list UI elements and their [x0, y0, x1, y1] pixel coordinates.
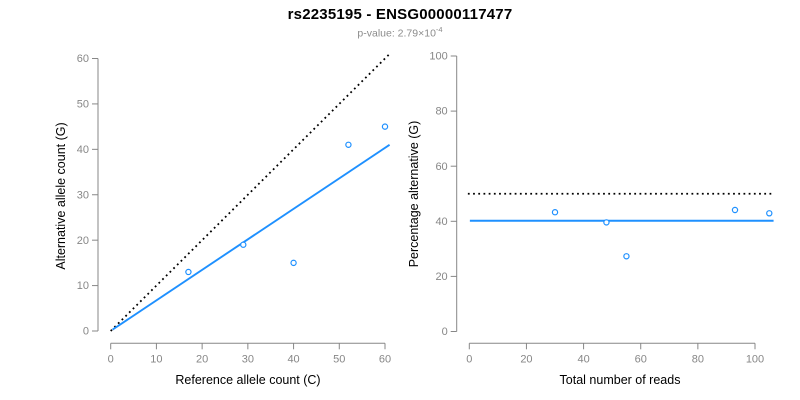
x-tick-label: 40: [287, 353, 299, 365]
y-tick-label: 30: [77, 189, 89, 201]
x-tick-label: 30: [242, 353, 254, 365]
x-tick-label: 0: [466, 353, 472, 365]
y-tick-label: 0: [83, 326, 89, 338]
x-tick-label: 20: [196, 353, 208, 365]
y-tick-label: 40: [435, 216, 447, 228]
p-value-exponent: -4: [435, 25, 443, 34]
y-tick-label: 40: [77, 144, 89, 156]
x-tick-label: 0: [108, 353, 114, 365]
x-tick-label: 50: [333, 353, 345, 365]
y-tick-label: 60: [77, 53, 89, 65]
y-tick-label: 20: [435, 271, 447, 283]
data-point: [766, 210, 773, 217]
x-axis-label-left: Reference allele count (C): [175, 373, 321, 387]
data-point: [240, 241, 247, 248]
data-point: [345, 141, 352, 148]
y-tick-label: 20: [77, 235, 89, 247]
data-point: [731, 206, 739, 214]
y-tick-label: 100: [429, 51, 447, 63]
y-tick-label: 50: [77, 99, 89, 111]
x-tick-label: 40: [577, 353, 589, 365]
x-tick-label: 60: [635, 353, 647, 365]
percentage-plot: 0 20 40 60 80 100 0 20 40 60 80 100: [429, 51, 774, 365]
p-value-text: p-value: 2.79×10: [357, 27, 436, 40]
fit-line: [112, 144, 391, 331]
x-tick-label: 60: [379, 353, 391, 365]
x-tick-label: 10: [150, 353, 162, 365]
y-axis-label-right: Percentage alternative (G): [407, 120, 421, 268]
x-tick-label: 100: [746, 353, 764, 365]
x-tick-label: 20: [520, 353, 532, 365]
y-tick-label: 80: [435, 106, 447, 118]
data-point: [290, 259, 297, 267]
y-tick-label: 10: [77, 280, 89, 292]
identity-line: [110, 53, 391, 332]
y-tick-label: 0: [442, 326, 448, 338]
allele-count-plot: 0 10 20 30 40 50 60 0 10 20 30 40 50 60: [77, 53, 391, 365]
data-point: [381, 123, 389, 130]
y-tick-label: 60: [435, 161, 447, 173]
data-point: [623, 253, 630, 260]
figure-subtitle: p-value: 2.79×10-4: [0, 25, 800, 40]
y-axis-label-left: Alternative allele count (G): [54, 122, 68, 270]
figure-title: rs2235195 - ENSG00000117477: [287, 6, 513, 23]
x-axis-label-right: Total number of reads: [559, 373, 681, 387]
data-point: [603, 219, 610, 226]
data-point: [551, 209, 559, 216]
data-point: [185, 268, 192, 276]
x-tick-label: 80: [692, 353, 704, 365]
